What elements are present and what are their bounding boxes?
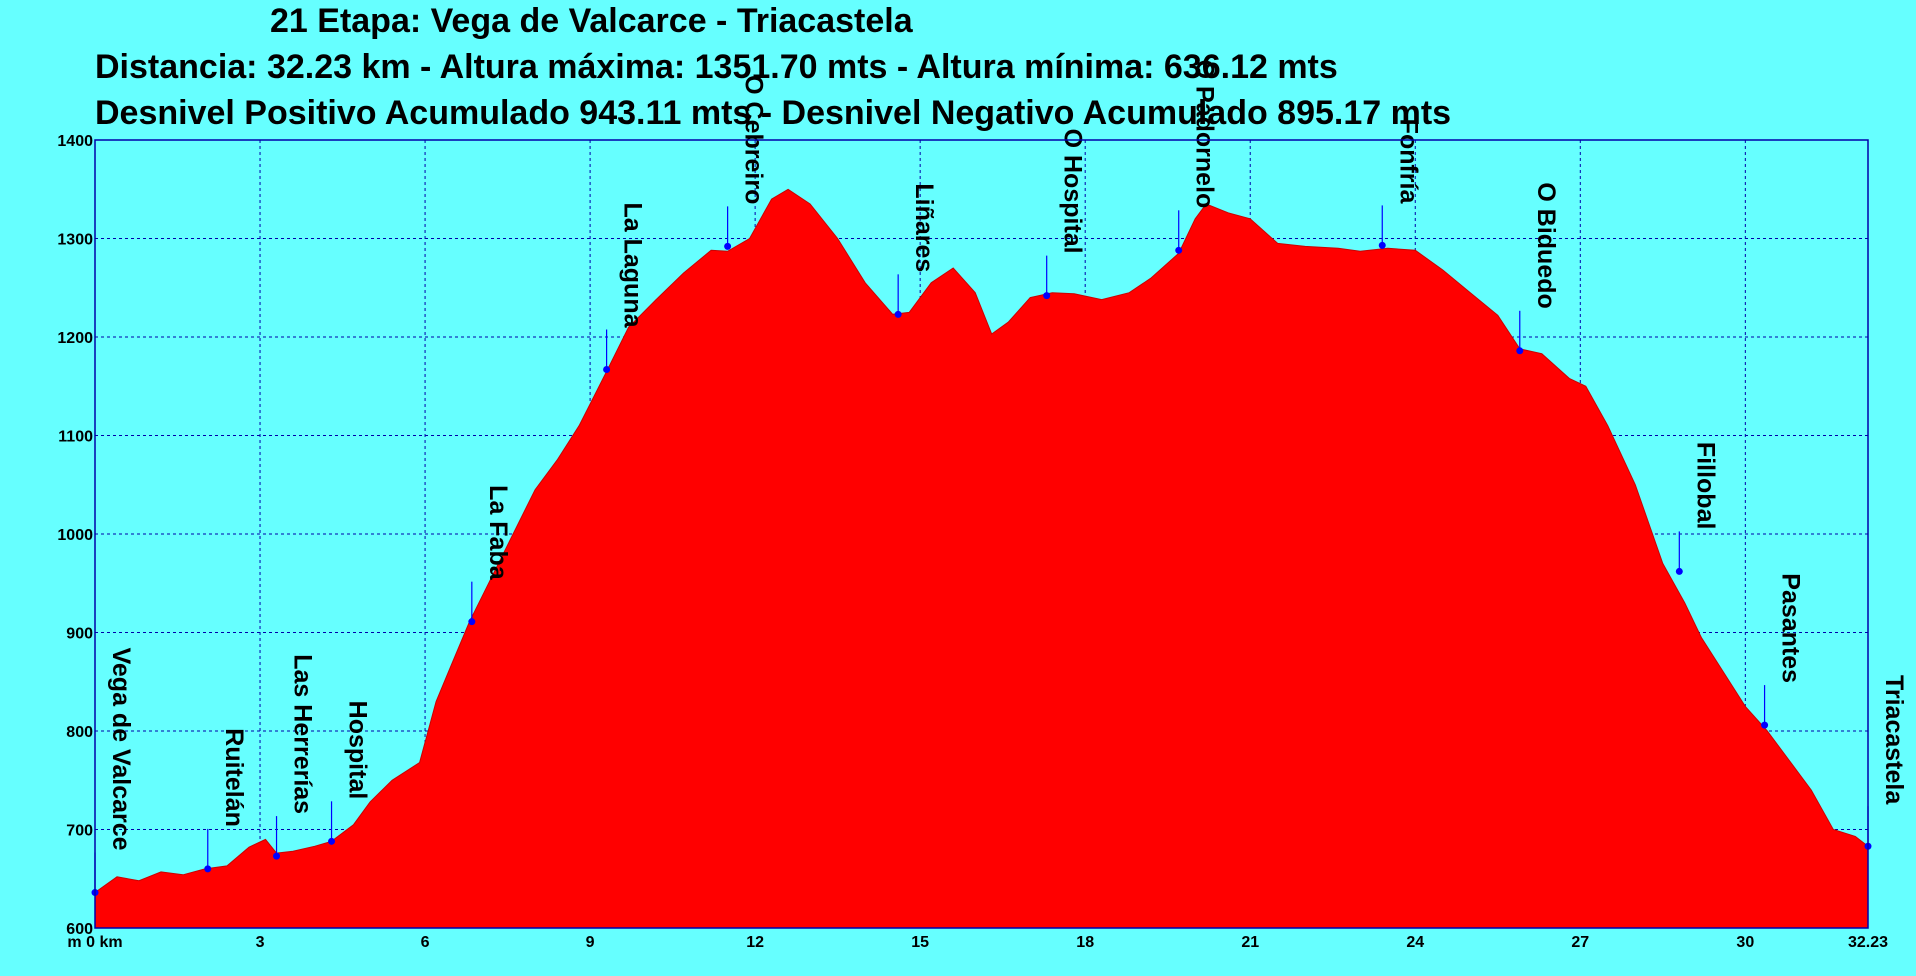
waypoint-label: Pasantes: [1777, 573, 1805, 683]
y-tick-label: 700: [66, 823, 93, 840]
waypoint: Triacastela: [1864, 675, 1908, 850]
x-tick-label: 24: [1406, 934, 1424, 951]
waypoint-label: Las Herrerías: [289, 654, 317, 814]
x-axis: m 0 km 3 6 9 12 15 18 21 24 27 30 32.23: [67, 934, 1888, 951]
x-tick-label: 6: [421, 934, 430, 951]
waypoint-marker: [204, 865, 212, 873]
waypoint-marker: [724, 242, 732, 250]
plot-frame: [94, 139, 1869, 929]
waypoint: Vega de Valcarce: [91, 648, 135, 897]
waypoint: Las Herrerías: [273, 654, 317, 860]
waypoint: O Hospital: [1043, 129, 1087, 300]
waypoint: Ruitelán: [204, 728, 248, 873]
waypoint: Pasantes: [1761, 573, 1805, 729]
waypoint-label: Triacastela: [1880, 675, 1908, 805]
x-tick-label: 27: [1571, 934, 1589, 951]
x-tick-label: 30: [1736, 934, 1754, 951]
waypoint-marker: [328, 837, 336, 845]
waypoint-marker: [1043, 292, 1051, 300]
waypoint-label: O Hospital: [1059, 129, 1087, 254]
waypoint-label: Hospital: [344, 701, 372, 800]
waypoint-label: La Laguna: [619, 202, 647, 328]
x-tick-label: 12: [746, 934, 764, 951]
y-tick-label: 600: [66, 921, 93, 938]
y-tick-label: 800: [66, 724, 93, 741]
waypoint: O Biduedo: [1516, 182, 1560, 355]
y-tick-label: 1200: [57, 330, 93, 347]
x-tick-label: 32.23: [1848, 934, 1888, 951]
y-tick-label: 1000: [57, 527, 93, 544]
waypoint-label: O Padornelo: [1191, 60, 1219, 209]
x-tick-label: 21: [1241, 934, 1259, 951]
y-tick-label: 1400: [57, 133, 93, 150]
waypoint: Hospital: [328, 701, 372, 845]
elevation-gain-summary: Desnivel Positivo Acumulado 943.11 mts -…: [95, 94, 1452, 132]
x-tick-label: 9: [586, 934, 595, 951]
waypoint: O Padornelo: [1175, 60, 1219, 254]
x-tick-label: 3: [256, 934, 265, 951]
waypoint-marker: [1378, 241, 1386, 249]
waypoints: Vega de Valcarce Ruitelán Las Herrerías Hos…: [91, 60, 1908, 897]
waypoint-marker: [894, 310, 902, 318]
waypoint-marker: [273, 852, 281, 860]
waypoint-label: La Faba: [484, 485, 512, 581]
y-axis: 600 700 800 900 1000 1100 1200 1300 1400: [57, 133, 93, 938]
x-tick-label: 15: [911, 934, 929, 951]
elevation-area: [94, 188, 1869, 929]
waypoint: Fonfría: [1378, 119, 1422, 249]
waypoint-label: Liñares: [910, 183, 938, 272]
waypoint-label: Vega de Valcarce: [107, 648, 135, 851]
waypoint: Liñares: [894, 183, 938, 318]
y-tick-label: 1300: [57, 232, 93, 249]
distance-altitude-summary: Distancia: 32.23 km - Altura máxima: 135…: [95, 48, 1338, 86]
y-tick-label: 1100: [58, 429, 93, 446]
x-tick-label: 18: [1076, 934, 1094, 951]
waypoint-label: O Biduedo: [1532, 182, 1560, 308]
waypoint-marker: [1516, 347, 1524, 355]
waypoint: La Faba: [468, 485, 512, 626]
x-tick-label: m 0 km: [67, 934, 122, 951]
waypoint-marker: [1175, 246, 1183, 254]
waypoint-marker: [468, 618, 476, 626]
y-tick-label: 900: [66, 626, 93, 643]
waypoint-marker: [1761, 721, 1769, 729]
waypoint-marker: [1675, 567, 1683, 575]
waypoint-label: Ruitelán: [220, 728, 248, 827]
waypoint-marker: [603, 366, 611, 374]
waypoint: Fillobal: [1675, 442, 1719, 575]
waypoint-label: Fillobal: [1691, 442, 1719, 530]
waypoint-label: Fonfría: [1394, 119, 1422, 205]
chart-title: 21 Etapa: Vega de Valcarce - Triacastela: [270, 2, 913, 40]
waypoint: La Laguna: [603, 202, 647, 374]
